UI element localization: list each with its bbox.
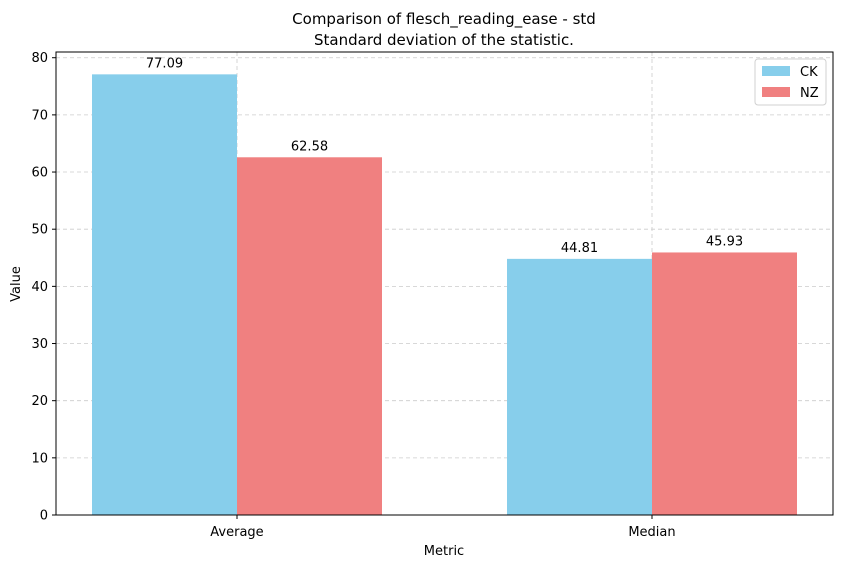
y-tick-label: 70 <box>31 108 48 123</box>
y-tick-label: 10 <box>31 451 48 466</box>
bar-ck-average <box>92 74 237 515</box>
chart-subtitle: Standard deviation of the statistic. <box>314 31 574 49</box>
legend-swatch-ck <box>762 66 790 76</box>
y-tick-label: 80 <box>31 51 48 66</box>
legend-label-nz: NZ <box>800 86 819 101</box>
y-tick-label: 0 <box>40 509 48 524</box>
y-axis-label: Value <box>9 266 24 302</box>
plot-area-frame <box>55 51 834 516</box>
y-tick-label: 30 <box>31 337 48 352</box>
legend: CK NZ <box>754 58 827 106</box>
y-tick-label: 60 <box>31 166 48 181</box>
bar-ck-median <box>507 258 652 515</box>
x-axis-label: Metric <box>424 544 464 559</box>
data-label: 45.93 <box>706 234 743 249</box>
bar-nz-average <box>237 157 382 516</box>
y-tick-label: 20 <box>31 394 48 409</box>
y-axis: 0 10 20 30 40 50 60 70 80 <box>31 51 56 524</box>
x-tick-label: Median <box>628 525 675 540</box>
data-labels: 77.09 44.81 62.58 45.93 <box>146 56 743 256</box>
x-axis: Average Median <box>210 515 676 540</box>
legend-label-ck: CK <box>800 65 818 80</box>
y-tick-label: 50 <box>31 223 48 238</box>
legend-swatch-nz <box>762 87 790 97</box>
bars <box>92 74 797 516</box>
bar-nz-median <box>652 252 797 515</box>
data-label: 62.58 <box>291 139 328 154</box>
x-tick-label: Average <box>210 525 263 540</box>
data-label: 44.81 <box>561 241 598 256</box>
data-label: 77.09 <box>146 56 183 71</box>
y-tick-label: 40 <box>31 280 48 295</box>
chart-title: Comparison of flesch_reading_ease - std <box>292 10 596 29</box>
